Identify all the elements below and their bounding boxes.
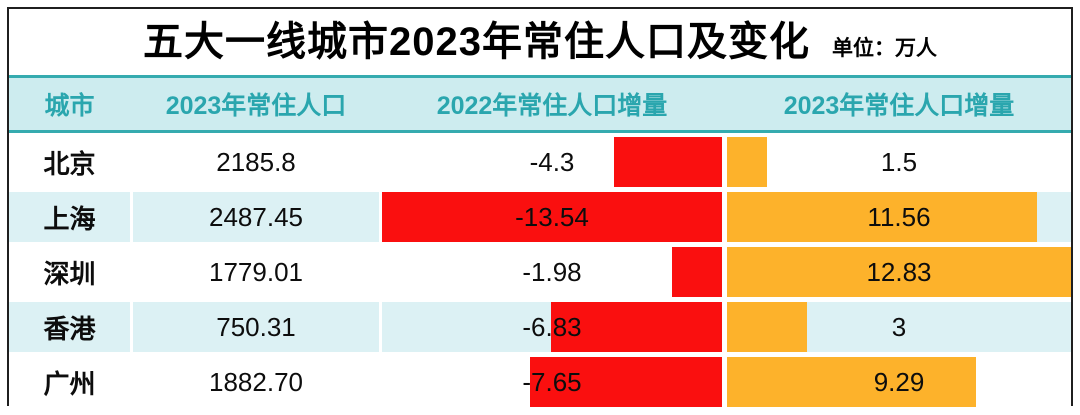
column-header-pop2023: 2023年常住人口 <box>165 92 347 120</box>
delta-2022-cell: -1.98 <box>382 247 722 297</box>
column-header-delta2023: 2023年常住人口增量 <box>783 92 1015 120</box>
city-cell: 广州 <box>9 357 130 407</box>
header-top-divider <box>9 75 1071 78</box>
page-title: 五大一线城市2023年常住人口及变化 <box>143 20 810 64</box>
column-divider <box>722 137 727 187</box>
column-divider <box>379 357 382 407</box>
table-row: 深圳 1779.01 -1.98 12.83 <box>9 247 1071 297</box>
column-divider <box>130 137 133 187</box>
column-divider <box>379 192 382 242</box>
delta-2023-cell: 12.83 <box>727 247 1071 297</box>
population-cell: 1779.01 <box>133 247 379 297</box>
unit-label: 单位：万人 <box>831 37 937 60</box>
column-divider <box>722 192 727 242</box>
column-divider <box>130 357 133 407</box>
column-divider <box>130 247 133 297</box>
column-divider <box>130 192 133 242</box>
table-row: 上海 2487.45 -13.54 11.56 <box>9 192 1071 242</box>
table-header-row: 城市 2023年常住人口 2022年常住人口增量 2023年常住人口增量 <box>9 78 1071 130</box>
column-header-city: 城市 <box>44 92 95 120</box>
positive-data-bar <box>727 302 808 352</box>
population-cell: 1882.70 <box>133 357 379 407</box>
population-cell: 750.31 <box>133 302 379 352</box>
positive-data-bar <box>727 357 977 407</box>
city-cell: 深圳 <box>9 247 130 297</box>
column-divider <box>722 302 727 352</box>
title-bar: 五大一线城市2023年常住人口及变化 单位：万人 <box>9 9 1071 75</box>
population-cell: 2185.8 <box>133 137 379 187</box>
city-cell: 上海 <box>9 192 130 242</box>
positive-data-bar <box>727 247 1071 297</box>
column-divider <box>379 302 382 352</box>
column-header-delta2022: 2022年常住人口增量 <box>436 92 668 120</box>
column-divider <box>722 247 727 297</box>
column-divider <box>379 137 382 187</box>
negative-data-bar <box>529 357 722 407</box>
delta-2023-cell: 9.29 <box>727 357 1071 407</box>
delta-2022-cell: -4.3 <box>382 137 722 187</box>
population-cell: 2487.45 <box>133 192 379 242</box>
negative-data-bar <box>382 192 722 242</box>
delta-2023-cell: 1.5 <box>727 137 1071 187</box>
header-bottom-divider <box>9 130 1071 133</box>
delta-2022-cell: -6.83 <box>382 302 722 352</box>
table-body: 北京 2185.8 -4.3 1.5 上海 2487.45 -13.54 11.… <box>9 133 1071 407</box>
negative-data-bar <box>614 137 722 187</box>
column-divider <box>130 302 133 352</box>
negative-data-bar <box>672 247 722 297</box>
delta-2022-cell: -13.54 <box>382 192 722 242</box>
column-divider <box>722 357 727 407</box>
city-cell: 北京 <box>9 137 130 187</box>
column-divider <box>379 247 382 297</box>
table-row: 广州 1882.70 -7.65 9.29 <box>9 357 1071 407</box>
delta-2022-cell: -7.65 <box>382 357 722 407</box>
positive-data-bar <box>727 137 768 187</box>
city-cell: 香港 <box>9 302 130 352</box>
population-table-panel: 五大一线城市2023年常住人口及变化 单位：万人 城市 2023年常住人口 20… <box>7 7 1073 407</box>
negative-data-bar <box>550 302 722 352</box>
positive-data-bar <box>727 192 1037 242</box>
delta-2023-cell: 3 <box>727 302 1071 352</box>
table-row: 香港 750.31 -6.83 3 <box>9 302 1071 352</box>
table-row: 北京 2185.8 -4.3 1.5 <box>9 137 1071 187</box>
delta-2023-cell: 11.56 <box>727 192 1071 242</box>
